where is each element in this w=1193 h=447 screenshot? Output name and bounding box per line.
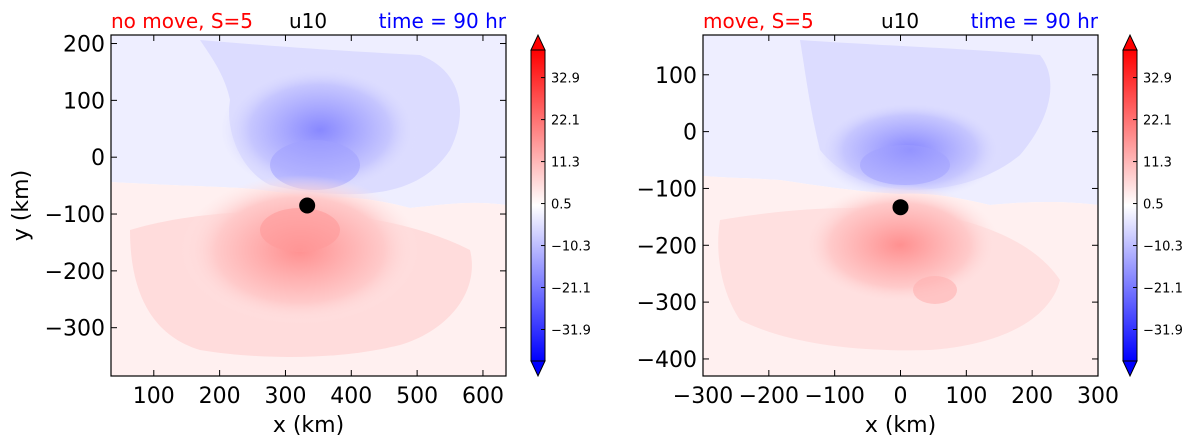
title-right-b: time = 90 hr <box>971 9 1099 33</box>
x-axis-label-b: x (km) <box>865 413 936 438</box>
colorbar-tick-label-a: 0.5 <box>551 198 572 213</box>
axis-ticks-a: 100 200 300 400 500 600 200 100 0 −100 −200 −300 <box>45 33 506 409</box>
x-tick-label-a: 100 <box>133 384 175 409</box>
x-tick-label-a: 600 <box>462 384 504 409</box>
x-tick-label-b: 100 <box>945 384 987 409</box>
y-tick-label-a: 0 <box>91 146 105 171</box>
colorbar-tick-label-a: −10.3 <box>551 240 591 255</box>
colorbar-tick-label-b: 0.5 <box>1143 198 1164 213</box>
colorbar-tick-label-b: −31.9 <box>1143 324 1183 339</box>
colorbar-tick-label-a: 11.3 <box>551 156 580 171</box>
y-tick-label-b: −200 <box>637 234 697 259</box>
y-tick-label-b: 0 <box>683 121 697 146</box>
y-tick-label-a: −100 <box>45 203 105 228</box>
colorbar-tick-label-b: −21.1 <box>1143 282 1183 297</box>
storm-center-marker-b <box>892 199 909 216</box>
storm-center-marker-a <box>299 197 316 214</box>
y-tick-label-a: −200 <box>45 260 105 285</box>
x-tick-label-b: 0 <box>894 384 908 409</box>
x-tick-label-b: −300 <box>673 384 733 409</box>
title-left-a: no move, S=5 <box>111 9 253 33</box>
colorbar-tick-label-b: −10.3 <box>1143 240 1183 255</box>
y-tick-label-b: −100 <box>637 177 697 202</box>
x-tick-label-b: 200 <box>1011 384 1053 409</box>
panel-move: −300 −200 −100 0 100 200 3001000−100−200−300−4… <box>637 9 1183 438</box>
x-tick-label-a: 200 <box>199 384 241 409</box>
colorbar-tick-label-a: 32.9 <box>551 72 580 87</box>
x-tick-label-a: 400 <box>330 384 372 409</box>
y-tick-label-b: −300 <box>637 291 697 316</box>
colorbar-tick-label-a: −21.1 <box>551 282 591 297</box>
plot-frame-a <box>110 34 507 377</box>
title-right-a: time = 90 hr <box>379 9 507 33</box>
y-axis-label-a: y (km) <box>9 170 34 241</box>
x-tick-label-a: 500 <box>396 384 438 409</box>
x-tick-label-b: −100 <box>804 384 864 409</box>
heatmap-field-a <box>111 35 506 376</box>
x-tick-label-b: 300 <box>1077 384 1119 409</box>
title-center-b: u10 <box>881 9 919 33</box>
title-left-b: move, S=5 <box>703 9 814 33</box>
x-axis-label-a: x (km) <box>273 413 344 438</box>
colorbar-tick-label-a: 22.1 <box>551 114 580 129</box>
colorbar-tick-label-b: 11.3 <box>1143 156 1172 171</box>
colorbar-b: 32.9 22.1 11.3 0.5 −10.3 −21.1 −31.9 <box>1122 33 1183 378</box>
colorbar-tick-label-b: 32.9 <box>1143 72 1172 87</box>
y-tick-label-b: −400 <box>637 348 697 373</box>
panel-no-move: 100 200 300 400 500 600 200 100 0 −100 −200 −300 x … <box>9 9 591 438</box>
y-tick-label-b: 100 <box>655 64 697 89</box>
heatmap-field-b <box>703 35 1098 376</box>
x-tick-label-b: −200 <box>739 384 799 409</box>
colorbar-tick-label-b: 22.1 <box>1143 114 1172 129</box>
axis-ticks-b: −300 −200 −100 0 100 200 3001000−100−200−300−4… <box>637 35 1119 409</box>
y-tick-label-a: −300 <box>45 317 105 342</box>
colorbar-a: 32.9 22.1 11.3 0.5 −10.3 −21.1 −31.9 <box>530 33 591 378</box>
y-tick-label-a: 100 <box>63 89 105 114</box>
x-tick-label-a: 300 <box>264 384 306 409</box>
y-tick-label-a: 200 <box>63 33 105 58</box>
colorbar-tick-label-a: −31.9 <box>551 324 591 339</box>
title-center-a: u10 <box>289 9 327 33</box>
